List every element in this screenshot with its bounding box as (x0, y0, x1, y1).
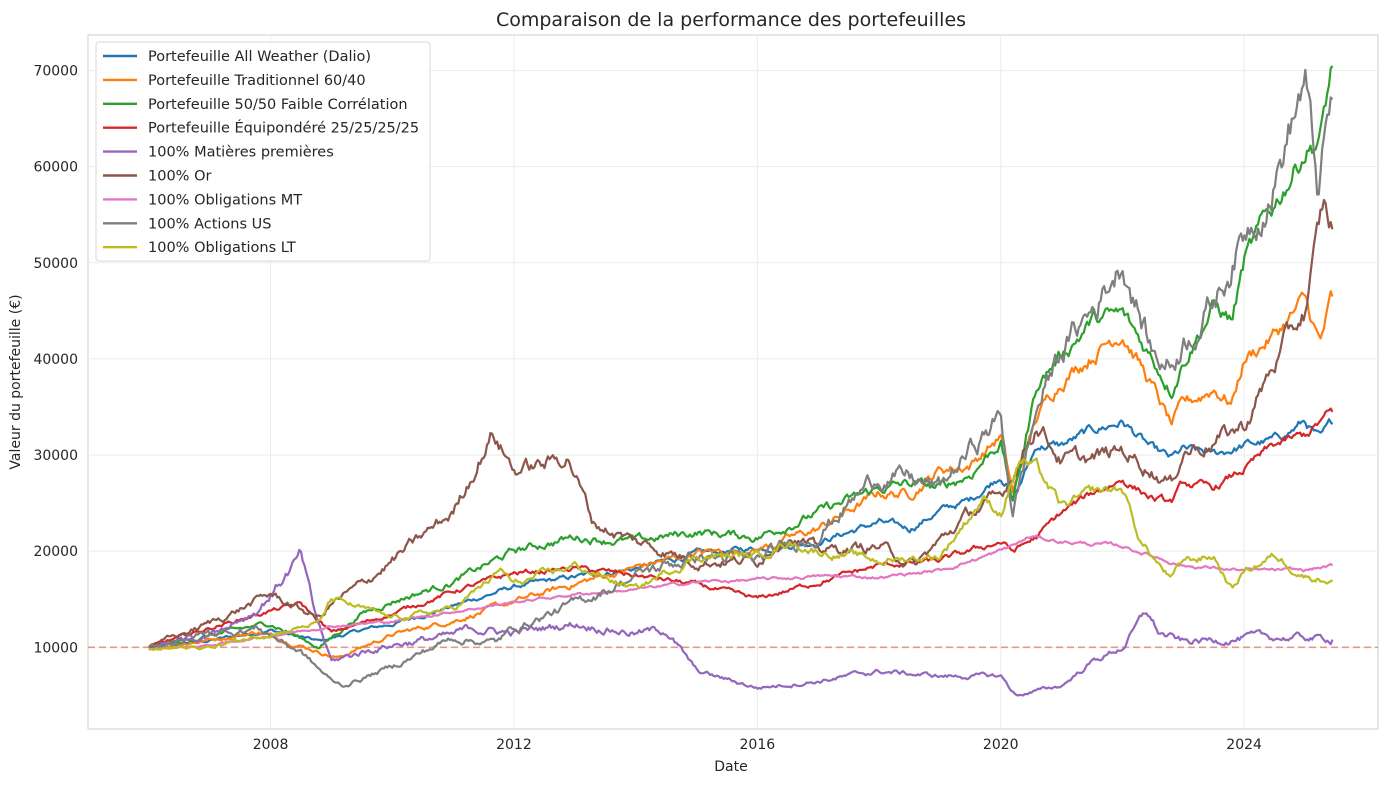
x-tick-label: 2016 (740, 737, 776, 753)
legend: Portefeuille All Weather (Dalio) Portefeu… (95, 41, 431, 262)
legend-label: 100% Actions US (148, 216, 271, 232)
y-tick-label: 20000 (33, 544, 78, 560)
legend-box (95, 41, 431, 262)
legend-label: 100% Obligations MT (148, 192, 302, 208)
y-tick-label: 60000 (33, 160, 78, 176)
legend-label: Portefeuille Traditionnel 60/40 (148, 73, 366, 89)
series-line-7 (148, 534, 1334, 651)
x-tick-label: 2008 (253, 737, 289, 753)
series-line-4 (148, 407, 1334, 649)
legend-label: 100% Obligations LT (148, 240, 296, 256)
x-tick-label: 2024 (1226, 737, 1262, 753)
legend-label: Portefeuille All Weather (Dalio) (148, 49, 371, 65)
legend-label: 100% Matières premières (148, 145, 334, 161)
y-tick-label: 10000 (33, 640, 78, 656)
series-layer (147, 65, 1334, 697)
y-tick-label: 30000 (33, 448, 78, 464)
legend-label: Portefeuille Équipondéré 25/25/25/25 (148, 120, 419, 137)
series-line-5 (148, 548, 1334, 697)
tick-labels: 2008 2012 2016 2020 2024 10000 20000 30000 40000… (33, 64, 1262, 753)
chart-title: Comparaison de la performance des portef… (496, 9, 966, 31)
series-line-6 (148, 198, 1334, 649)
legend-label: Portefeuille 50/50 Faible Corrélation (148, 97, 408, 113)
series-line-9 (148, 457, 1334, 652)
x-tick-label: 2020 (983, 737, 1019, 753)
y-tick-label: 40000 (33, 352, 78, 368)
x-tick-label: 2012 (496, 737, 532, 753)
y-axis-label: Valeur du portefeuille (€) (8, 294, 24, 469)
y-tick-label: 50000 (33, 256, 78, 272)
x-axis-label: Date (714, 759, 747, 775)
y-tick-label: 70000 (33, 64, 78, 80)
legend-label: 100% Or (148, 169, 211, 185)
series-line-1 (148, 418, 1334, 650)
